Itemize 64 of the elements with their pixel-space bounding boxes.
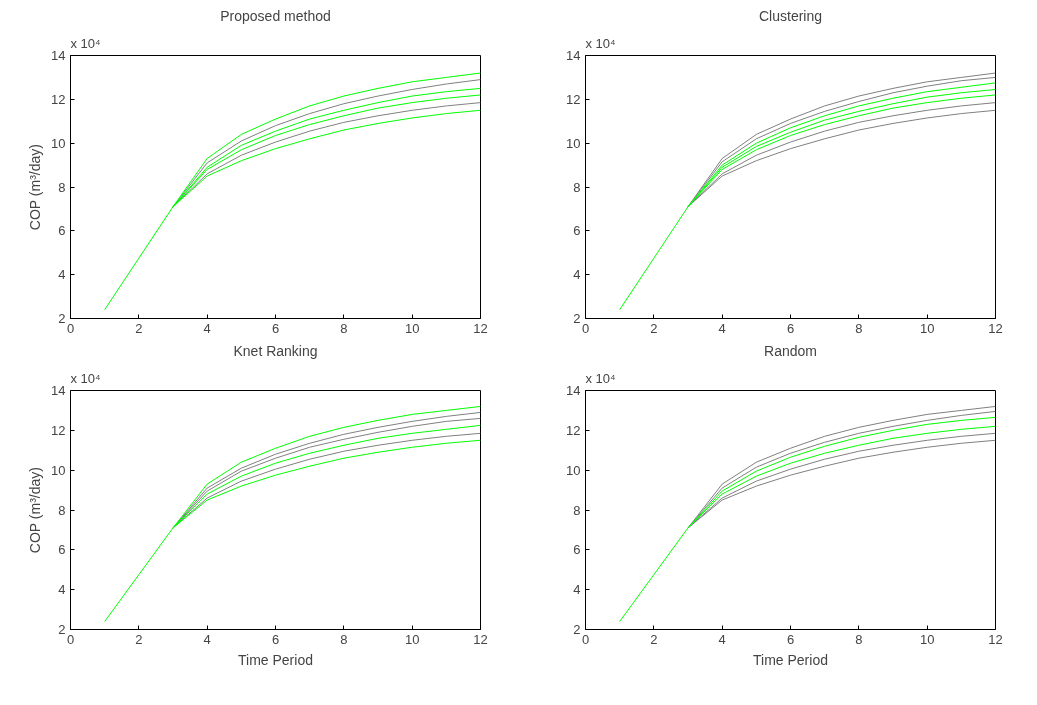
y-tick-label: 4 [573, 267, 581, 283]
x-tick-label: 6 [786, 320, 795, 336]
y-tick-label: 14 [51, 383, 66, 398]
x-axis-title: Time Period [238, 651, 313, 668]
y-tick-label: 10 [51, 462, 66, 478]
x-tick-label: 2 [650, 320, 658, 336]
x-tick-label: 10 [919, 320, 935, 336]
text: x 10⁴ [70, 370, 101, 386]
text: x 10⁴ [585, 35, 616, 51]
x-tick-label: 0 [581, 631, 590, 647]
x-tick-label: 6 [271, 631, 280, 647]
y-tick-label: 6 [58, 542, 66, 558]
x-tick-label: 8 [855, 320, 863, 336]
y-tick-label: 4 [58, 267, 66, 283]
x-tick-label: 4 [718, 631, 726, 647]
x-tick-label: 12 [988, 631, 1003, 647]
x-tick-label: 10 [919, 631, 935, 647]
chart-title: Random [764, 342, 817, 359]
y-tick-label: 6 [573, 542, 581, 558]
y-tick-label: 4 [58, 582, 66, 598]
y-tick-label: 8 [58, 502, 66, 518]
y-tick-label: 10 [566, 135, 581, 151]
x-tick-label: 10 [404, 320, 420, 336]
y-axis-title: COP (m³/day) [27, 144, 44, 231]
y-axis-title: COP (m³/day) [27, 467, 44, 554]
y-tick-label: 12 [566, 422, 581, 438]
x-tick-label: 4 [203, 631, 211, 647]
y-tick-label: 14 [566, 383, 581, 398]
x-tick-label: 2 [135, 320, 143, 336]
y-tick-label: 14 [51, 48, 66, 63]
x-tick-label: 12 [988, 320, 1003, 336]
y-tick-label: 4 [573, 582, 581, 598]
y-tick-label: 10 [51, 135, 66, 151]
x-tick-label: 6 [786, 631, 795, 647]
x-tick-label: 0 [66, 320, 75, 336]
x-axis-title: Time Period [753, 651, 828, 668]
y-tick-label: 8 [58, 179, 66, 195]
x-tick-label: 10 [404, 631, 420, 647]
x-tick-label: 12 [473, 631, 488, 647]
x-tick-label: 2 [135, 631, 143, 647]
y-tick-label: 14 [566, 48, 581, 63]
text: x 10⁴ [585, 370, 616, 386]
y-tick-label: 6 [573, 223, 581, 239]
x-tick-label: 4 [718, 320, 726, 336]
x-tick-label: 8 [340, 631, 348, 647]
chart-title: Knet Ranking [233, 342, 318, 359]
x-tick-label: 12 [473, 320, 488, 336]
chart-title: Clustering [758, 7, 823, 24]
text: x 10⁴ [70, 35, 101, 51]
y-tick-label: 12 [51, 422, 66, 438]
x-tick-label: 4 [203, 320, 211, 336]
x-tick-label: 8 [340, 320, 348, 336]
y-tick-label: 8 [573, 179, 581, 195]
x-tick-label: 0 [66, 631, 75, 647]
x-tick-label: 0 [581, 320, 590, 336]
x-tick-label: 2 [650, 631, 658, 647]
y-tick-label: 10 [566, 462, 581, 478]
y-tick-label: 8 [573, 502, 581, 518]
x-tick-label: 8 [855, 631, 863, 647]
y-tick-label: 6 [58, 223, 66, 239]
chart-title: Proposed method [220, 7, 331, 24]
x-tick-label: 6 [271, 320, 280, 336]
y-tick-label: 12 [51, 91, 66, 107]
y-tick-label: 12 [566, 91, 581, 107]
